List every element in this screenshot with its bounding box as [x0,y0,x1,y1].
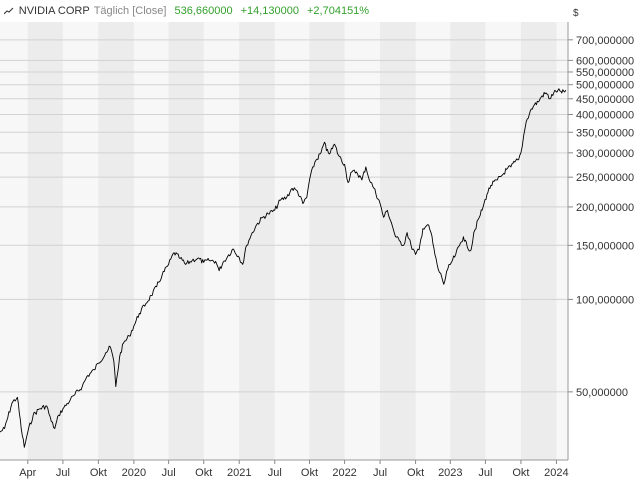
quarter-band [450,22,486,460]
x-axis-labels: Apr Jul Okt 2020 Jul Okt 2021 Jul Okt 2022 Jul Okt 2… [19,467,568,479]
x-tick-label: Okt [301,467,318,479]
x-tick-label: Jul [56,467,70,479]
chart-header: NVIDIA CORP Täglich [Close] 536,660000 +14,… [0,0,374,22]
y-tick-label: 500,000000 [576,80,634,92]
y-tick-label: 450,000000 [576,94,634,106]
x-tick-label: Jul [478,467,492,479]
y-tick-label: 250,000000 [576,172,634,184]
x-tick-label: Okt [407,467,424,479]
price-line [0,88,567,448]
y-tick-label: 400,000000 [576,109,634,121]
quarter-band [27,22,63,460]
y-tick-label: 50,000000 [576,387,628,399]
y-tick-label: 300,000000 [576,148,634,160]
y-tick-label: 550,000000 [576,67,634,79]
series-layer [0,88,567,448]
y-tick-label: 150,000000 [576,240,634,252]
last-price: 536,660000 [174,5,233,17]
grid-lines [0,39,573,393]
y-tick-label: 100,000000 [576,294,634,306]
y-tick-label: 600,000000 [576,55,634,67]
period-label: Täglich [Close] [93,5,167,17]
x-tick-label: Jul [268,467,282,479]
x-tick-label: Okt [195,467,212,479]
y-tick-label: 200,000000 [576,202,634,214]
background-bands [0,22,568,460]
y-tick-label: 700,000000 [576,35,634,47]
price-change: +14,130000 [240,5,299,17]
axes [0,22,569,464]
x-tick-label: Jul [373,467,387,479]
quarter-band [380,22,416,460]
x-tick-label: Okt [90,467,107,479]
x-tick-label: 2021 [227,467,251,479]
line-chart-icon [3,6,17,17]
x-tick-label: 2023 [438,467,462,479]
x-tick-label: 2022 [332,467,356,479]
y-tick-label: 350,000000 [576,127,634,139]
y-axis-labels: 700,000000 600,000000550,000000500,000000… [576,35,634,399]
instrument-name: NVIDIA CORP [18,5,90,17]
x-tick-label: Apr [19,467,36,479]
quarter-band [239,22,275,460]
quarter-band [168,22,204,460]
currency-label: $ [573,8,579,19]
x-tick-label: Jul [162,467,176,479]
quarter-band [309,22,345,460]
x-tick-label: 2020 [122,467,146,479]
quarter-band [520,22,557,460]
quarter-band [98,22,134,460]
x-tick-label: 2024 [544,467,568,479]
x-tick-label: Okt [512,467,529,479]
price-change-percent: +2,704151% [307,5,370,17]
